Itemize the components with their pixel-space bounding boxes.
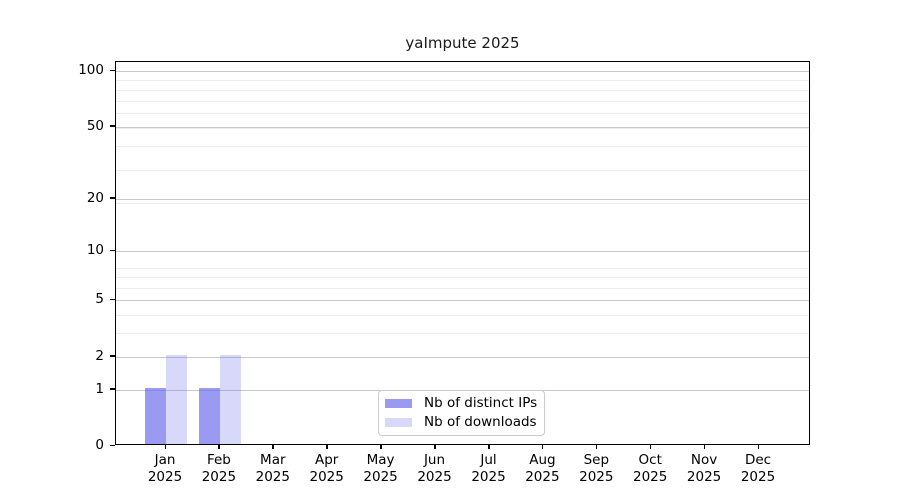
x-axis-tick-label: May 2025 [363,452,398,485]
x-axis-tick [434,445,436,449]
bar-distinct-ips [145,387,166,444]
y-axis-tick-label: 10 [86,242,104,259]
gridline-major [116,71,809,72]
gridline-minor [116,315,809,317]
chart-title: yaImpute 2025 [405,34,520,52]
x-axis-tick-label: Oct 2025 [633,452,668,485]
y-axis-tick [110,388,115,390]
gridline-minor [116,287,809,289]
x-axis-tick-label: Feb 2025 [201,452,237,485]
gridline-minor [116,80,809,82]
y-axis-tick [110,298,115,301]
y-axis-tick-label: 50 [86,117,104,134]
y-axis-tick-label: 2 [95,347,104,364]
legend-swatch-distinct-ips [385,399,412,409]
x-axis-tick-label: Sep 2025 [579,452,614,485]
gridline-major [116,251,809,253]
x-axis-tick-label: Mar 2025 [255,452,290,485]
legend-label-downloads: Nb of downloads [424,413,537,430]
x-axis-tick-label: Jun 2025 [417,452,452,485]
bar-distinct-ips [198,387,220,444]
y-axis-tick [110,355,115,357]
gridline-major [116,356,809,358]
x-axis-tick [595,445,598,449]
x-axis-tick-label: Nov 2025 [686,452,722,485]
y-axis-tick [110,125,115,127]
gridline-minor [116,89,809,91]
x-axis-tick [541,445,544,449]
gridline-major [116,198,809,200]
legend-label-distinct-ips: Nb of distinct IPs [424,395,538,412]
x-axis-tick-label: Jul 2025 [471,452,506,485]
x-axis-tick-label: Apr 2025 [309,452,344,485]
gridline-minor [116,267,809,269]
gridline-minor [116,128,809,130]
x-axis-tick [649,445,652,449]
x-axis-tick [488,445,490,449]
x-axis-tick [703,445,706,449]
gridline-minor [116,113,809,115]
legend: Nb of distinct IPs Nb of downloads [378,390,545,436]
gridline-minor [116,169,809,171]
gridline-minor [116,146,809,148]
x-axis-tick [218,445,220,449]
x-axis-tick [272,445,274,449]
y-axis-tick-label: 1 [95,380,104,397]
y-axis-tick [110,444,115,446]
legend-item-distinct-ips: Nb of distinct IPs [385,396,538,411]
gridline-minor [116,202,809,204]
bar-downloads [166,354,187,444]
y-axis-tick-label: 100 [78,62,104,78]
legend-item-downloads: Nb of downloads [385,413,538,430]
x-axis-tick-label: Jan 2025 [147,452,183,485]
x-axis-tick-label: Aug 2025 [525,452,560,485]
y-axis-tick-label: 0 [95,437,104,453]
x-axis-tick [164,445,166,449]
y-axis-tick [110,249,115,252]
x-axis-tick [326,445,328,449]
gridline-major [116,126,809,128]
y-axis-tick [110,69,115,71]
y-axis-tick-label: 5 [95,291,104,308]
gridline-minor [116,100,809,102]
legend-swatch-downloads [385,417,412,427]
bar-downloads [219,354,241,444]
plot-area [115,61,810,445]
y-axis-tick [110,197,115,199]
gridline-major [116,300,809,302]
gridline-minor [116,277,809,278]
x-axis-tick [380,445,382,449]
x-axis-tick-label: Dec 2025 [740,452,776,485]
gridline-minor [116,333,809,335]
y-axis-tick-label: 20 [86,189,104,206]
x-axis-tick [757,445,759,449]
